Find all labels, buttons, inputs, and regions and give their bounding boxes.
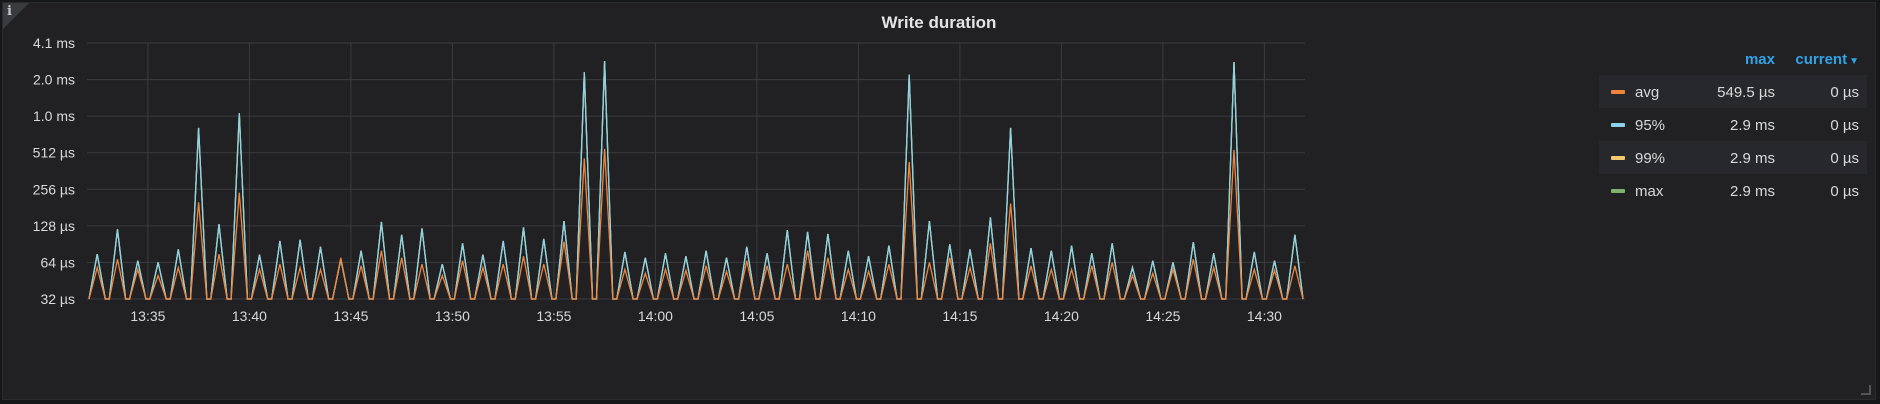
- legend-series-name[interactable]: max: [1635, 183, 1664, 200]
- legend-swatch[interactable]: [1611, 123, 1625, 127]
- series-line-99pct: [88, 61, 1304, 300]
- legend-max-value: 549.5 µs: [1717, 84, 1775, 101]
- x-tick-label: 14:00: [638, 308, 673, 324]
- legend-item-1[interactable]: 95% 2.9 ms 0 µs: [1599, 108, 1867, 141]
- y-tick-label: 1.0 ms: [33, 108, 75, 124]
- series-line-95pct: [88, 61, 1304, 300]
- y-tick-label: 32 µs: [40, 291, 75, 307]
- legend-item-0[interactable]: avg 549.5 µs 0 µs: [1599, 75, 1867, 108]
- x-tick-label: 14:10: [841, 308, 876, 324]
- legend-column-current[interactable]: current ▼: [1795, 51, 1859, 68]
- caret-down-icon: ▼: [1849, 56, 1859, 67]
- legend-series-name[interactable]: avg: [1635, 84, 1660, 101]
- legend-swatch[interactable]: [1611, 189, 1625, 193]
- x-tick-label: 14:25: [1145, 308, 1180, 324]
- legend-max-value: 2.9 ms: [1729, 183, 1775, 200]
- legend-series-name[interactable]: 95%: [1635, 117, 1666, 134]
- x-tick-label: 13:50: [435, 308, 470, 324]
- y-tick-label: 128 µs: [33, 218, 75, 234]
- x-tick-label: 13:55: [536, 308, 571, 324]
- x-tick-label: 13:45: [333, 308, 368, 324]
- legend-current-value: 0 µs: [1830, 84, 1859, 101]
- legend-max-value: 2.9 ms: [1729, 150, 1775, 167]
- legend-swatch[interactable]: [1611, 90, 1625, 94]
- legend-header: max current ▼: [1599, 47, 1867, 75]
- x-tick-label: 14:05: [739, 308, 774, 324]
- x-tick-label: 14:20: [1044, 308, 1079, 324]
- x-tick-label: 13:35: [130, 308, 165, 324]
- legend-item-3[interactable]: max 2.9 ms 0 µs: [1599, 174, 1867, 207]
- legend-current-value: 0 µs: [1830, 150, 1859, 167]
- legend-column-current-label: current: [1795, 51, 1848, 68]
- x-tick-label: 14:15: [942, 308, 977, 324]
- y-tick-label: 2.0 ms: [33, 72, 75, 88]
- y-tick-label: 64 µs: [40, 254, 75, 270]
- legend-series-name[interactable]: 99%: [1635, 150, 1666, 167]
- x-tick-label: 14:30: [1247, 308, 1282, 324]
- legend-current-value: 0 µs: [1830, 183, 1859, 200]
- series-line-avg: [88, 148, 1304, 300]
- resize-handle-icon[interactable]: [1861, 385, 1871, 395]
- info-icon[interactable]: i: [7, 4, 12, 19]
- legend-current-value: 0 µs: [1830, 117, 1859, 134]
- x-tick-label: 13:40: [232, 308, 267, 324]
- y-tick-label: 4.1 ms: [33, 35, 75, 51]
- legend-column-max[interactable]: max: [1744, 51, 1775, 68]
- y-tick-label: 256 µs: [33, 181, 75, 197]
- panel-title[interactable]: Write duration: [881, 13, 997, 32]
- panel-info-corner[interactable]: [3, 3, 29, 29]
- chart-area[interactable]: 32 µs 64 µs 128 µs 256 µs 512 µs 1.0 ms 2.0 ms…: [3, 3, 1583, 401]
- legend-max-value: 2.9 ms: [1729, 117, 1775, 134]
- legend-swatch[interactable]: [1611, 156, 1625, 160]
- series-line-max: [88, 61, 1304, 300]
- y-tick-label: 512 µs: [33, 145, 75, 161]
- legend-item-2[interactable]: 99% 2.9 ms 0 µs: [1599, 141, 1867, 174]
- legend: max current ▼ avg 549.5 µs 0 µs 95% 2.9 ms 0 µ…: [1599, 47, 1867, 207]
